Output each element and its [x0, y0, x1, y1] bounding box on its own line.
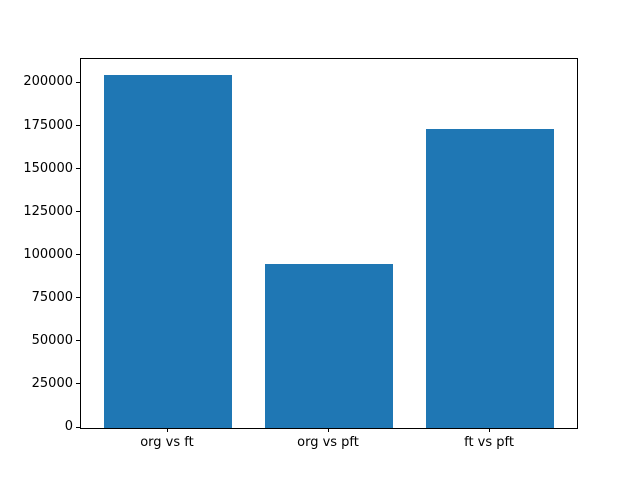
y-tick-mark	[76, 297, 80, 299]
plot-area	[80, 58, 578, 429]
y-tick-mark	[76, 211, 80, 213]
bar-ft-vs-pft	[425, 129, 555, 428]
y-tick-mark	[76, 340, 80, 342]
x-tick-label: org vs ft	[140, 435, 194, 450]
x-tick-mark	[489, 428, 491, 432]
y-tick-label: 0	[64, 419, 73, 434]
y-tick-label: 75000	[31, 289, 73, 305]
y-tick-mark	[76, 81, 80, 83]
y-tick-label: 175000	[23, 117, 73, 133]
y-tick-mark	[76, 168, 80, 170]
bar-org-vs-pft	[264, 264, 394, 428]
x-tick-label: org vs pft	[297, 435, 359, 450]
x-tick-label: ft vs pft	[464, 435, 514, 450]
y-tick-mark	[76, 426, 80, 428]
x-tick-mark	[166, 428, 168, 432]
bar-org-vs-ft	[103, 75, 233, 428]
y-tick-label: 200000	[23, 74, 73, 90]
y-tick-label: 100000	[23, 246, 73, 262]
x-tick-mark	[328, 428, 329, 432]
y-tick-mark	[76, 125, 80, 127]
y-tick-mark	[76, 383, 80, 385]
y-tick-label: 25000	[31, 375, 73, 391]
y-tick-label: 150000	[23, 160, 73, 176]
y-tick-label: 125000	[23, 203, 73, 219]
y-tick-label: 50000	[31, 332, 73, 348]
y-tick-mark	[76, 254, 80, 256]
